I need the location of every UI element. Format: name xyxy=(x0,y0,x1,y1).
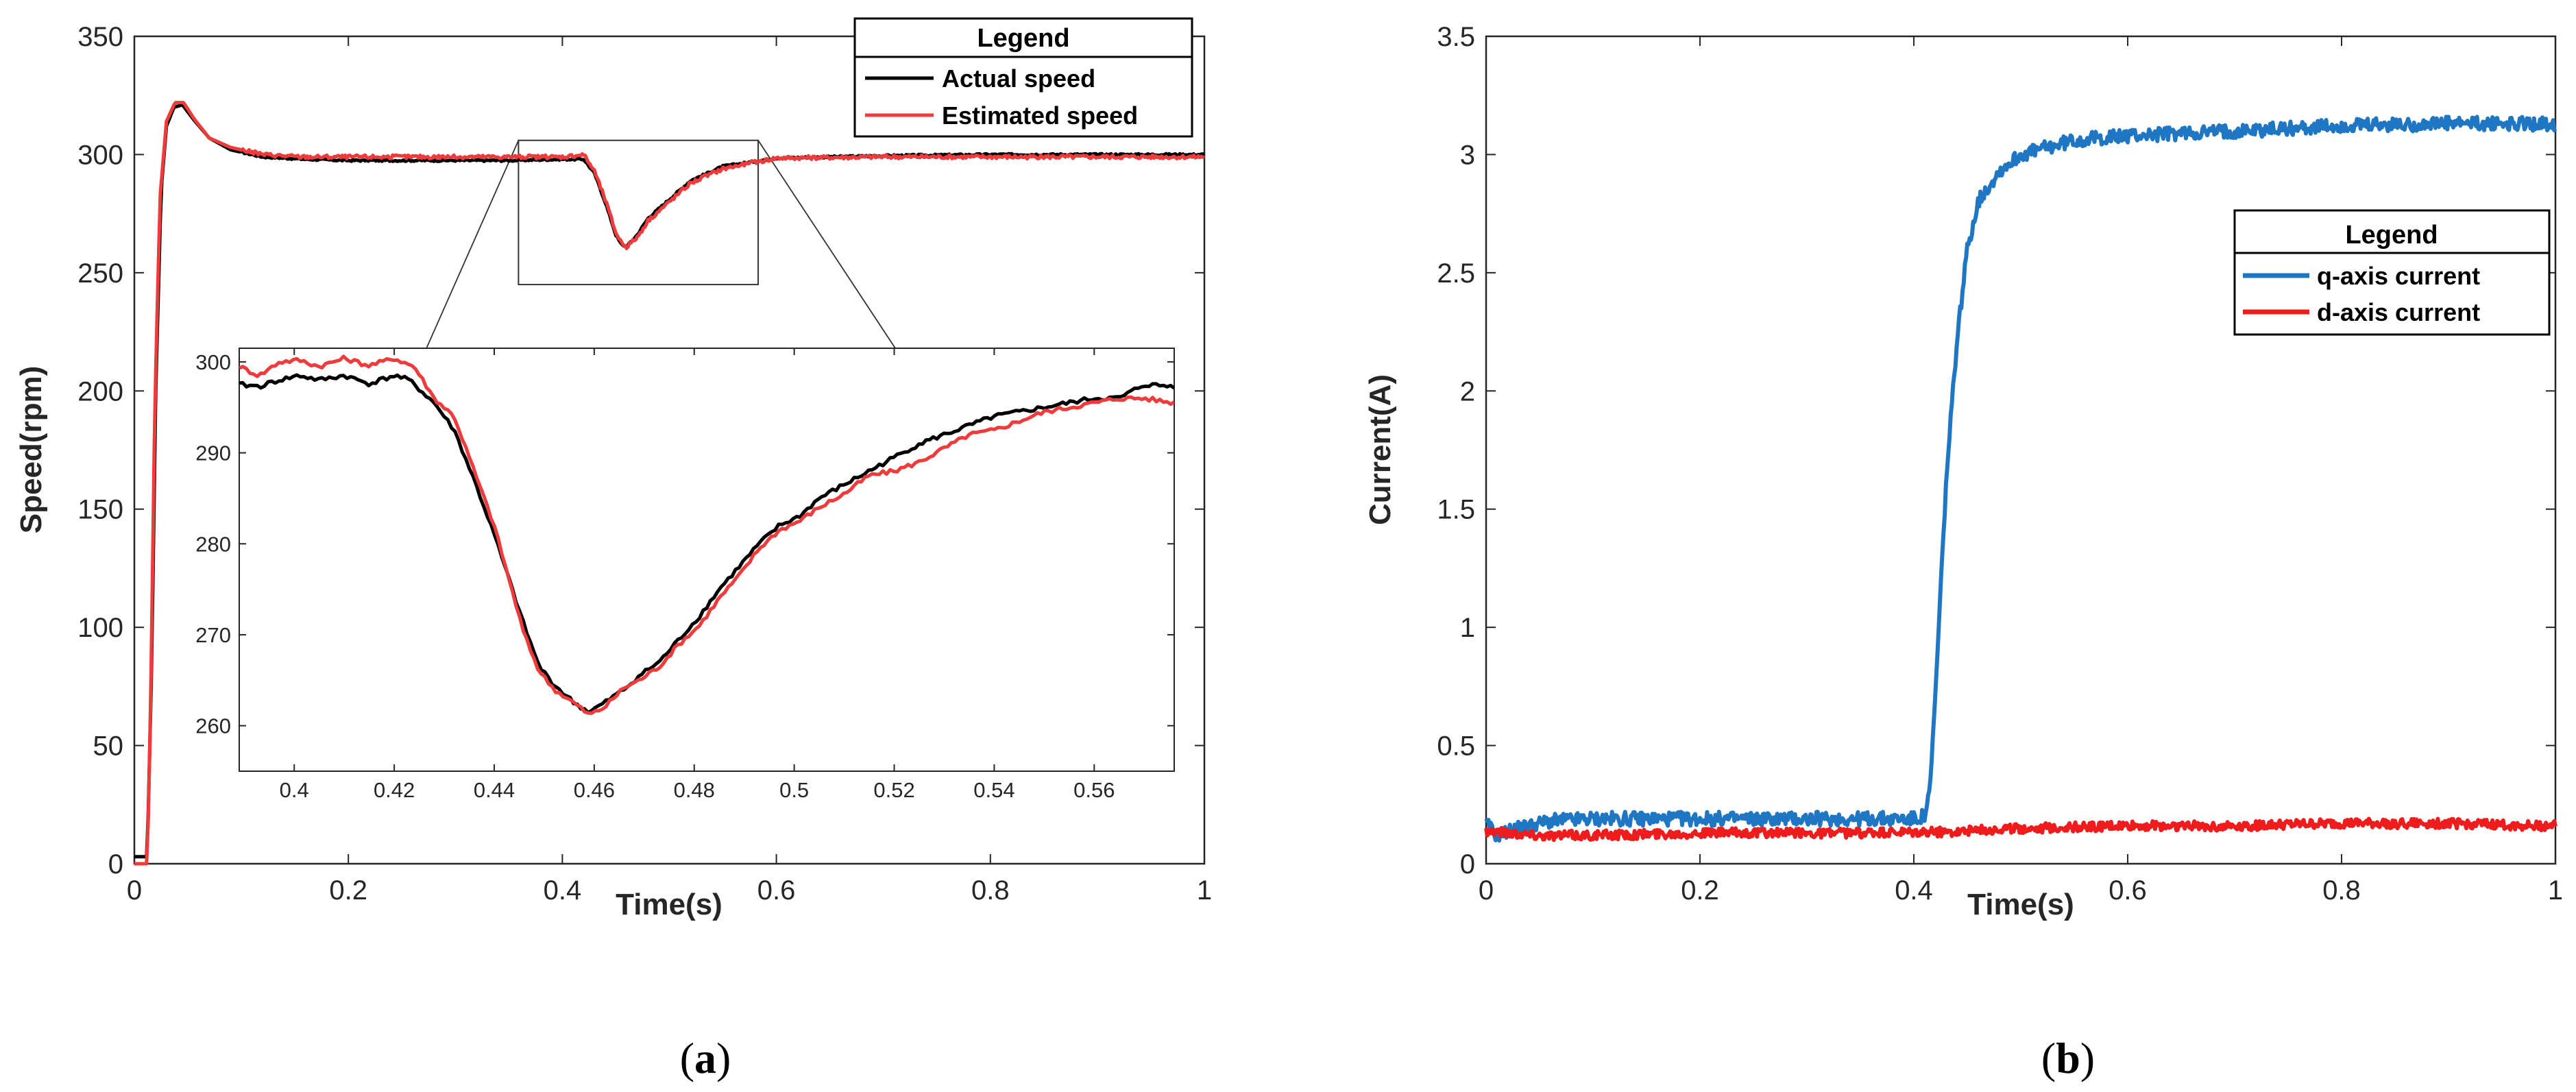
panel-b-x-tick-labels: 0 0.2 0.4 0.6 0.8 1 xyxy=(1479,875,2563,906)
y-tick-label: 270 xyxy=(195,623,231,647)
panel-a-y-axis-label: Speed(rpm) xyxy=(14,366,48,533)
inset-series-line-actual-speed xyxy=(239,373,1174,714)
inset-ticks xyxy=(239,348,1174,771)
inset-y-tick-labels: 260 270 280 290 300 xyxy=(195,350,231,738)
x-tick-label: 0.46 xyxy=(574,778,615,802)
x-tick-label: 0.48 xyxy=(674,778,715,802)
y-tick-label: 3 xyxy=(1460,140,1475,170)
y-tick-label: 300 xyxy=(195,350,231,374)
legend-label-q-axis-current: q-axis current xyxy=(2317,262,2480,290)
caption-a-open: ( xyxy=(680,1034,694,1082)
y-tick-label: 0.5 xyxy=(1437,731,1475,762)
y-tick-label: 250 xyxy=(77,258,123,289)
panel-b-series xyxy=(1484,114,2557,843)
y-tick-label: 280 xyxy=(195,532,231,556)
panel-a-y-tick-labels: 0 50 100 150 200 250 300 350 xyxy=(77,22,123,879)
panel-b-current-chart: 0 0.2 0.4 0.6 0.8 1 0 0.5 1 1.5 2 2.5 3 3.5 Legend q… xyxy=(1363,22,2563,1082)
zoom-rectangle xyxy=(518,139,760,286)
y-tick-label: 200 xyxy=(77,376,123,407)
legend-label-actual-speed: Actual speed xyxy=(942,64,1095,93)
panel-b-caption: (b) xyxy=(2041,1034,2095,1082)
legend-label-d-axis-current: d-axis current xyxy=(2317,298,2480,326)
series-line-d-axis-current xyxy=(1484,816,2557,842)
panel-b-ticks xyxy=(1485,36,2556,864)
series-line-estimated-speed xyxy=(134,101,1205,866)
y-tick-label: 290 xyxy=(195,441,231,465)
panel-b-y-tick-labels: 0 0.5 1 1.5 2 2.5 3 3.5 xyxy=(1437,22,1475,879)
y-tick-label: 2.5 xyxy=(1437,258,1475,289)
caption-b-close: ) xyxy=(2080,1034,2095,1082)
y-tick-label: 100 xyxy=(77,613,123,643)
inset-x-tick-labels: 0.4 0.42 0.44 0.46 0.48 0.5 0.52 0.54 0.56 xyxy=(280,778,1115,802)
y-tick-label: 150 xyxy=(77,495,123,525)
panel-a-x-tick-labels: 0 0.2 0.4 0.6 0.8 1 xyxy=(127,875,1212,906)
panel-a-series xyxy=(134,101,1205,866)
legend-label-estimated-speed: Estimated speed xyxy=(942,101,1138,130)
y-tick-label: 1 xyxy=(1460,613,1475,643)
x-tick-label: 0.8 xyxy=(2322,875,2361,906)
panel-b-y-axis-label: Current(A) xyxy=(1363,374,1397,525)
x-tick-label: 0.2 xyxy=(1681,875,1719,906)
y-tick-label: 0 xyxy=(108,849,123,879)
y-tick-label: 300 xyxy=(77,140,123,170)
x-tick-label: 1 xyxy=(2548,875,2563,906)
y-tick-label: 0 xyxy=(1460,849,1475,879)
panel-a-legend: Legend Actual speed Estimated speed xyxy=(853,17,1193,138)
y-tick-label: 50 xyxy=(93,731,124,762)
x-tick-label: 1 xyxy=(1197,875,1212,906)
x-tick-label: 0 xyxy=(1479,875,1494,906)
y-tick-label: 2 xyxy=(1460,376,1475,407)
legend-title: Legend xyxy=(977,24,1069,53)
x-tick-label: 0.4 xyxy=(280,778,309,802)
inset-series xyxy=(239,354,1174,715)
x-tick-label: 0.8 xyxy=(971,875,1010,906)
caption-a-close: ) xyxy=(716,1034,731,1082)
panel-b-legend: Legend q-axis current d-axis current xyxy=(2233,209,2551,336)
x-tick-label: 0.6 xyxy=(2109,875,2147,906)
x-tick-label: 0.5 xyxy=(779,778,809,802)
x-tick-label: 0.54 xyxy=(973,778,1014,802)
panel-a-x-axis-label: Time(s) xyxy=(616,888,722,921)
series-line-q-axis-current xyxy=(1484,114,2557,843)
y-tick-label: 3.5 xyxy=(1437,22,1475,52)
x-tick-label: 0.44 xyxy=(474,778,515,802)
panel-b-x-axis-label: Time(s) xyxy=(1967,888,2074,921)
x-tick-label: 0.4 xyxy=(544,875,582,906)
x-tick-label: 0.52 xyxy=(873,778,914,802)
y-tick-label: 1.5 xyxy=(1437,495,1475,525)
caption-b-open: ( xyxy=(2041,1034,2056,1082)
caption-b-letter: b xyxy=(2056,1034,2080,1082)
y-tick-label: 350 xyxy=(77,22,123,52)
x-tick-label: 0.6 xyxy=(757,875,796,906)
x-tick-label: 0.56 xyxy=(1073,778,1115,802)
caption-a-letter: a xyxy=(694,1034,716,1082)
panel-a-inset: 0.4 0.42 0.44 0.46 0.48 0.5 0.52 0.54 0.56 260 27… xyxy=(195,348,1175,802)
x-tick-label: 0.4 xyxy=(1895,875,1933,906)
legend-title: Legend xyxy=(2345,221,2438,250)
x-tick-label: 0.2 xyxy=(329,875,367,906)
panel-a-speed-chart: 0 0.2 0.4 0.6 0.8 1 0 50 100 150 200 250 300 350 0.4… xyxy=(14,17,1212,1082)
inset-axes-frame xyxy=(239,348,1175,772)
x-tick-label: 0.42 xyxy=(374,778,415,802)
y-tick-label: 260 xyxy=(195,714,231,738)
panel-b-axes-frame xyxy=(1485,35,2557,865)
panel-a-caption: (a) xyxy=(680,1034,731,1082)
inset-series-line-estimated-speed xyxy=(239,354,1174,715)
x-tick-label: 0 xyxy=(127,875,142,906)
